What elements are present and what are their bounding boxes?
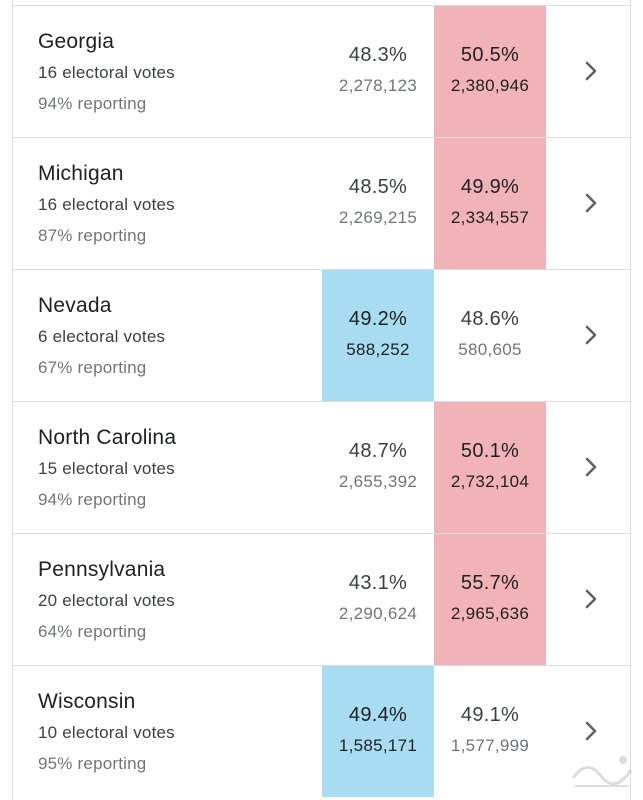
dem-percent: 48.5% [348,176,408,198]
dem-percent: 48.7% [348,440,408,462]
candidate-rep-result: 50.1% 2,732,104 [434,402,546,533]
state-name: Michigan [38,162,124,185]
state-name: Nevada [38,294,112,317]
rep-vote-count: 2,965,636 [450,604,530,623]
watermark-logo [571,756,633,787]
chevron-right-icon[interactable] [580,322,602,348]
rep-percent: 49.9% [460,176,520,198]
dem-vote-count: 2,278,123 [338,76,418,95]
rep-vote-count: 2,732,104 [450,472,530,491]
candidate-dem-result: 43.1% 2,290,624 [322,534,434,665]
rep-vote-count: 2,380,946 [450,76,530,95]
electoral-votes: 16 electoral votes [38,195,175,214]
state-row[interactable]: Wisconsin 10 electoral votes 95% reporti… [12,665,631,797]
dem-percent: 49.4% [348,704,408,726]
chevron-right-icon[interactable] [580,190,602,216]
chevron-right-icon[interactable] [580,58,602,84]
candidate-rep-result: 49.1% 1,577,999 [434,666,546,797]
chevron-right-icon[interactable] [580,718,602,744]
rep-percent: 50.5% [460,44,520,66]
state-name: Wisconsin [38,690,136,713]
reporting-status: 94% reporting [38,94,147,113]
chevron-right-icon[interactable] [580,586,602,612]
dem-vote-count: 2,290,624 [338,604,418,623]
state-row[interactable]: Michigan 16 electoral votes 87% reportin… [12,137,631,269]
rep-vote-count: 2,334,557 [450,208,530,227]
candidate-rep-result: 48.6% 580,605 [434,270,546,401]
state-row[interactable]: Nevada 6 electoral votes 67% reporting 4… [12,269,631,401]
rep-percent: 55.7% [460,572,520,594]
dem-vote-count: 2,655,392 [338,472,418,491]
reporting-status: 67% reporting [38,358,147,377]
candidate-dem-result: 49.4% 1,585,171 [322,666,434,797]
electoral-votes: 6 electoral votes [38,327,166,346]
results-card [12,0,631,800]
rep-vote-count: 1,577,999 [450,736,530,755]
state-name: Pennsylvania [38,558,166,581]
dem-percent: 48.3% [348,44,408,66]
electoral-votes: 15 electoral votes [38,459,175,478]
dem-vote-count: 588,252 [346,340,410,359]
candidate-dem-result: 48.5% 2,269,215 [322,138,434,269]
rep-percent: 48.6% [460,308,520,330]
reporting-status: 94% reporting [38,490,147,509]
candidate-dem-result: 48.7% 2,655,392 [322,402,434,533]
candidate-dem-result: 49.2% 588,252 [322,270,434,401]
reporting-status: 64% reporting [38,622,147,641]
reporting-status: 95% reporting [38,754,147,773]
candidate-rep-result: 50.5% 2,380,946 [434,6,546,137]
electoral-votes: 10 electoral votes [38,723,175,742]
candidate-dem-result: 48.3% 2,278,123 [322,6,434,137]
state-row[interactable]: Pennsylvania 20 electoral votes 64% repo… [12,533,631,665]
state-name: Georgia [38,30,115,53]
state-row[interactable]: Georgia 16 electoral votes 94% reporting… [12,5,631,137]
dem-percent: 49.2% [348,308,408,330]
rep-percent: 49.1% [460,704,520,726]
candidate-rep-result: 49.9% 2,334,557 [434,138,546,269]
state-row[interactable]: North Carolina 15 electoral votes 94% re… [12,401,631,533]
reporting-status: 87% reporting [38,226,147,245]
dem-vote-count: 1,585,171 [338,736,418,755]
electoral-votes: 16 electoral votes [38,63,175,82]
candidate-rep-result: 55.7% 2,965,636 [434,534,546,665]
dem-percent: 43.1% [348,572,408,594]
rep-vote-count: 580,605 [458,340,522,359]
dem-vote-count: 2,269,215 [338,208,418,227]
electoral-votes: 20 electoral votes [38,591,175,610]
state-name: North Carolina [38,426,177,449]
chevron-right-icon[interactable] [580,454,602,480]
rep-percent: 50.1% [460,440,520,462]
